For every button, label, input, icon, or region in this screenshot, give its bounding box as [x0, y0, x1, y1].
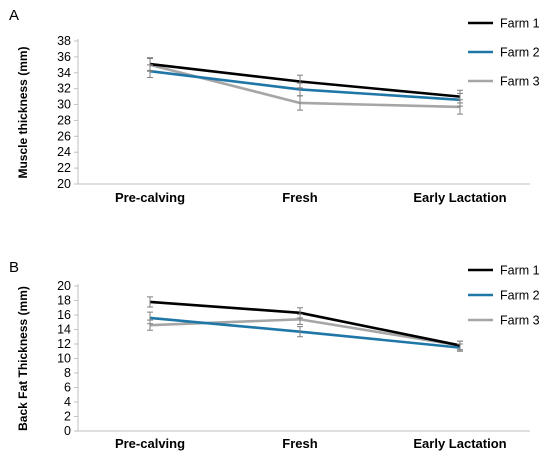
y-tick-label: 4 [64, 395, 71, 409]
y-tick-label: 36 [57, 50, 71, 64]
y-tick-label: 2 [64, 410, 71, 424]
x-tick-label: Early Lactation [413, 190, 506, 205]
y-tick-label: 8 [64, 366, 71, 380]
y-tick-label: 6 [64, 381, 71, 395]
y-tick-label: 26 [57, 129, 71, 143]
y-tick-label: 24 [57, 145, 71, 159]
y-axis-title: Back Fat Thickness (mm) [16, 286, 30, 431]
x-tick-label: Early Lactation [413, 436, 506, 451]
y-tick-label: 20 [57, 279, 71, 293]
legend-label-farm-3: Farm 3 [500, 75, 540, 89]
y-tick-label: 12 [57, 337, 71, 351]
x-tick-label: Fresh [282, 190, 317, 205]
legend-label-farm-1: Farm 1 [500, 17, 540, 31]
legend-label-farm-1: Farm 1 [500, 264, 540, 278]
legend-label-farm-3: Farm 3 [500, 314, 540, 328]
series-line-farm-2 [149, 316, 461, 349]
x-tick-label: Fresh [282, 436, 317, 451]
y-tick-label: 32 [57, 82, 71, 96]
legend-label-farm-2: Farm 2 [500, 46, 540, 60]
panel-label: A [9, 7, 19, 24]
y-tick-label: 22 [57, 161, 71, 175]
series-line-farm-3 [149, 63, 461, 109]
y-tick-label: 28 [57, 113, 71, 127]
y-tick-label: 38 [57, 34, 71, 48]
y-axis-title: Muscle thickness (mm) [16, 46, 30, 178]
y-tick-label: 14 [57, 323, 71, 337]
y-tick-label: 16 [57, 308, 71, 322]
legend-label-farm-2: Farm 2 [500, 289, 540, 303]
y-tick-label: 30 [57, 98, 71, 112]
x-tick-label: Pre-calving [115, 436, 185, 451]
y-tick-label: 34 [57, 66, 71, 80]
y-tick-label: 18 [57, 294, 71, 308]
panel-label: B [9, 259, 19, 276]
series-line-farm-1 [149, 62, 461, 98]
y-tick-label: 20 [57, 177, 71, 191]
x-tick-label: Pre-calving [115, 190, 185, 205]
y-tick-label: 0 [64, 424, 71, 438]
y-tick-label: 10 [57, 352, 71, 366]
